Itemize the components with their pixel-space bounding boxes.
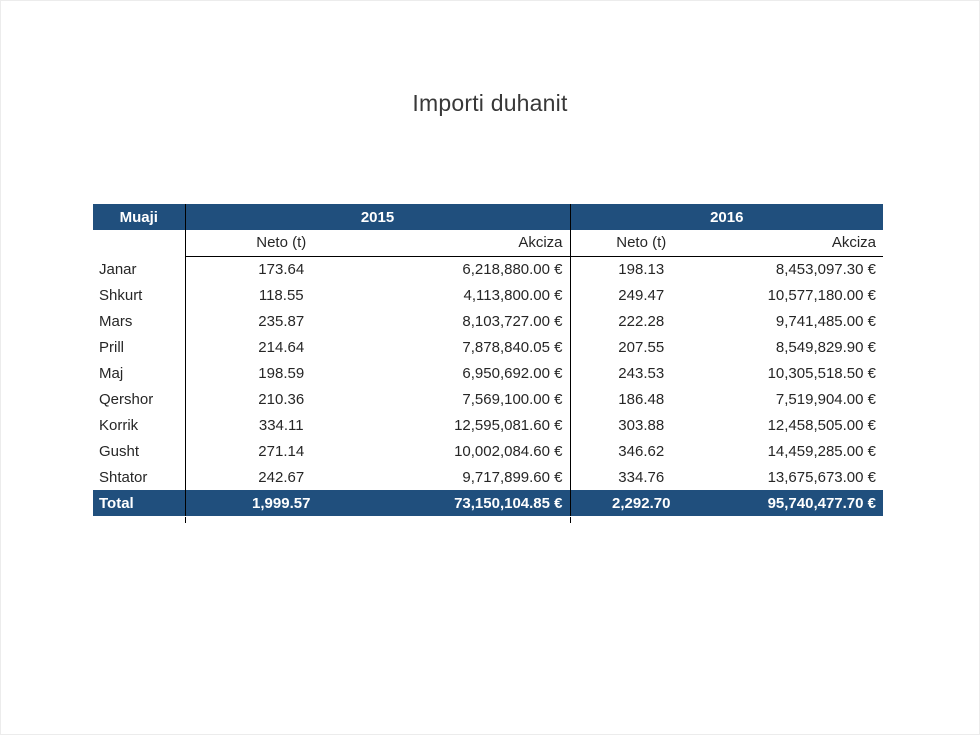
- akciza-2015-cell: 4,113,800.00 €: [463, 286, 563, 304]
- akciza-2015-cell: 7,878,840.05 €: [462, 338, 563, 356]
- subheader-blank-cell: [93, 230, 185, 256]
- neto-2015-cell: 235.87: [184, 308, 377, 334]
- border-stub-left: [185, 517, 186, 523]
- total-akciza-2016: 95,740,477.70 €: [712, 490, 883, 516]
- akciza-2016-cell: 14,459,285.00 €: [767, 442, 876, 460]
- akciza-2015-cell: 12,595,081.60 €: [454, 416, 563, 434]
- akciza-2016-cell: 9,741,485.00 €: [775, 312, 876, 330]
- akciza-2016-cell: 8,453,097.30 €: [775, 260, 876, 278]
- year-header-row: Muaji 2015 2016: [93, 204, 883, 230]
- year-2016-header: 2016: [569, 204, 883, 230]
- akciza-2015-header: Akciza: [377, 230, 570, 257]
- neto-2015-cell: 173.64: [184, 256, 377, 282]
- neto-2016-cell: 198.13: [569, 256, 712, 282]
- month-cell: Shtator: [99, 468, 148, 486]
- month-cell: Shkurt: [99, 286, 143, 304]
- akciza-2015-cell: 6,218,880.00 €: [462, 260, 563, 278]
- neto-2016-cell: 207.55: [569, 334, 712, 360]
- neto-2015-cell: 214.64: [184, 334, 377, 360]
- akciza-2015-cell: 8,103,727.00 €: [462, 312, 563, 330]
- neto-2015-cell: 118.55: [184, 282, 377, 308]
- import-table: Muaji 2015 2016 Neto (t) Akciza Neto (t)…: [93, 204, 883, 516]
- akciza-2016-cell: 10,305,518.50 €: [767, 364, 876, 382]
- total-neto-2016: 2,292.70: [569, 490, 712, 516]
- neto-2016-cell: 303.88: [569, 412, 712, 438]
- akciza-2015-cell: 7,569,100.00 €: [462, 390, 563, 408]
- total-label: Total: [93, 490, 185, 516]
- neto-2016-header: Neto (t): [569, 230, 712, 257]
- akciza-2015-cell: 10,002,084.60 €: [454, 442, 563, 460]
- akciza-2016-cell: 13,675,673.00 €: [767, 468, 876, 486]
- table-row: Korrik 334.11 12,595,081.60 € 303.88 12,…: [93, 412, 883, 438]
- neto-2016-cell: 334.76: [569, 464, 712, 490]
- month-cell: Maj: [99, 364, 124, 382]
- neto-2015-cell: 198.59: [184, 360, 377, 386]
- import-table-container: Muaji 2015 2016 Neto (t) Akciza Neto (t)…: [93, 204, 883, 523]
- table-row: Shkurt 118.55 4,113,800.00 € 249.47 10,5…: [93, 282, 883, 308]
- border-stub-middle: [570, 517, 571, 523]
- month-cell: Janar: [99, 260, 137, 278]
- total-row: Total 1,999.57 73,150,104.85 € 2,292.70 …: [93, 490, 883, 516]
- neto-2015-cell: 242.67: [184, 464, 377, 490]
- month-cell: Korrik: [99, 416, 139, 434]
- table-body: Janar 173.64 6,218,880.00 € 198.13 8,453…: [93, 256, 883, 490]
- neto-2015-cell: 334.11: [184, 412, 377, 438]
- table-row: Shtator 242.67 9,717,899.60 € 334.76 13,…: [93, 464, 883, 490]
- neto-2016-cell: 186.48: [569, 386, 712, 412]
- neto-2016-cell: 346.62: [569, 438, 712, 464]
- neto-2015-cell: 271.14: [184, 438, 377, 464]
- akciza-2015-cell: 6,950,692.00 €: [462, 364, 563, 382]
- neto-2016-cell: 249.47: [569, 282, 712, 308]
- subheader-row: Neto (t) Akciza Neto (t) Akciza: [93, 230, 883, 257]
- month-column-header: Muaji: [93, 204, 185, 230]
- akciza-2016-cell: 12,458,505.00 €: [767, 416, 876, 434]
- akciza-2015-cell: 9,717,899.60 €: [462, 468, 563, 486]
- neto-2016-cell: 243.53: [569, 360, 712, 386]
- month-cell: Prill: [99, 338, 124, 356]
- page-title: Importi duhanit: [412, 90, 568, 116]
- month-cell: Mars: [99, 312, 133, 330]
- table-row: Gusht 271.14 10,002,084.60 € 346.62 14,4…: [93, 438, 883, 464]
- table-row: Qershor 210.36 7,569,100.00 € 186.48 7,5…: [93, 386, 883, 412]
- akciza-2016-header: Akciza: [712, 230, 883, 257]
- table-row: Janar 173.64 6,218,880.00 € 198.13 8,453…: [93, 256, 883, 282]
- akciza-2016-cell: 10,577,180.00 €: [767, 286, 876, 304]
- neto-2015-header: Neto (t): [184, 230, 377, 257]
- total-neto-2015: 1,999.57: [184, 490, 377, 516]
- akciza-2016-cell: 7,519,904.00 €: [775, 390, 876, 408]
- month-cell: Gusht: [99, 442, 140, 460]
- table-row: Maj 198.59 6,950,692.00 € 243.53 10,305,…: [93, 360, 883, 386]
- month-cell: Qershor: [99, 390, 154, 408]
- neto-2016-cell: 222.28: [569, 308, 712, 334]
- neto-2015-cell: 210.36: [184, 386, 377, 412]
- year-2015-header: 2015: [184, 204, 570, 230]
- table-row: Mars 235.87 8,103,727.00 € 222.28 9,741,…: [93, 308, 883, 334]
- total-akciza-2015: 73,150,104.85 €: [377, 490, 570, 516]
- table-row: Prill 214.64 7,878,840.05 € 207.55 8,549…: [93, 334, 883, 360]
- akciza-2016-cell: 8,549,829.90 €: [775, 338, 876, 356]
